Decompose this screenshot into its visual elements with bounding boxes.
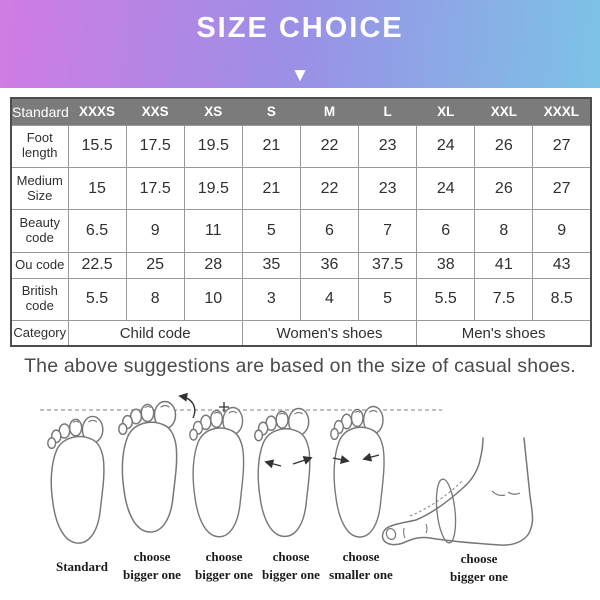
- foot-label: choose bigger one: [262, 549, 320, 582]
- column-header: XXL: [474, 98, 533, 125]
- table-row-medium-size: Medium Size 15 17.5 19.5 21 22 23 24 26 …: [10, 166, 592, 211]
- curved-arrow-icon: [178, 392, 196, 419]
- foot-label: Standard: [55, 559, 109, 574]
- category-group-cell: Child code: [67, 320, 243, 347]
- size-value-cell: 6.5: [67, 209, 127, 253]
- category-group-cell: Men's shoes: [416, 320, 592, 347]
- size-value-cell: 26: [474, 166, 534, 211]
- size-value-cell: 7: [358, 209, 418, 253]
- foot-long-toe: [118, 392, 196, 533]
- arrow-inward-right-icon: [362, 452, 380, 462]
- size-value-cell: 5.5: [67, 277, 127, 322]
- foot-label: choose bigger one: [123, 549, 181, 582]
- header-banner: SIZE CHOICE ▼: [0, 0, 600, 88]
- size-value-cell: 17.5: [125, 166, 185, 211]
- row-label: Medium Size: [10, 166, 69, 211]
- size-value-cell: 5.5: [416, 277, 476, 322]
- foot-narrow: [330, 405, 385, 538]
- table-row-foot-length: Foot length 15.5 17.5 19.5 21 22 23 24 2…: [10, 124, 592, 168]
- size-value-cell: 23: [358, 166, 418, 211]
- column-header: XXXL: [532, 98, 591, 125]
- arrow-left-icon: [264, 459, 282, 469]
- page-title: SIZE CHOICE: [196, 12, 404, 44]
- girth-measure-loop: [435, 478, 457, 544]
- size-value-cell: 37.5: [358, 251, 418, 279]
- size-value-cell: 25: [125, 251, 185, 279]
- size-value-cell: 36: [299, 251, 360, 279]
- size-value-cell: 8.5: [532, 277, 592, 322]
- plus-mark-icon: [219, 402, 229, 412]
- size-value-cell: 22.5: [67, 251, 127, 279]
- size-value-cell: 17.5: [125, 124, 185, 168]
- instep-dashed-line: [409, 480, 463, 517]
- column-header: L: [358, 98, 417, 125]
- size-value-cell: 6: [299, 209, 360, 253]
- size-value-cell: 41: [474, 251, 534, 279]
- size-value-cell: 5: [358, 277, 418, 322]
- row-label: Beauty code: [10, 209, 69, 253]
- table-row-british-code: British code 5.5 8 10 3 4 5 5.5 7.5 8.5: [10, 277, 592, 322]
- table-header-row: Standard XXXS XXS XS S M L XL XXL XXXL: [11, 98, 591, 125]
- size-value-cell: 21: [241, 124, 301, 168]
- size-value-cell: 9: [125, 209, 185, 253]
- size-value-cell: 10: [183, 277, 243, 322]
- size-table: Standard XXXS XXS XS S M L XL XXL XXXL F…: [10, 97, 592, 347]
- column-header: XXS: [126, 98, 185, 125]
- size-value-cell: 23: [358, 124, 418, 168]
- category-group-cell: Women's shoes: [241, 320, 418, 347]
- foot-side-view: [381, 437, 534, 546]
- foot-standard: [47, 415, 105, 544]
- size-value-cell: 15: [67, 166, 127, 211]
- size-value-cell: 7.5: [474, 277, 534, 322]
- size-value-cell: 21: [241, 166, 301, 211]
- feet-diagram: [40, 392, 534, 546]
- disclaimer-text: The above suggestions are based on the s…: [24, 355, 576, 377]
- size-value-cell: 8: [125, 277, 185, 322]
- column-header: XXXS: [68, 98, 127, 125]
- ankle-marks: [491, 490, 521, 497]
- table-row-ou-code: Ou code 22.5 25 28 35 36 37.5 38 41 43: [10, 251, 592, 279]
- size-value-cell: 27: [532, 166, 592, 211]
- foot-label: choose bigger one: [450, 551, 508, 584]
- foot-label: choose bigger one: [195, 549, 253, 582]
- row-label: Category: [10, 320, 69, 347]
- size-value-cell: 4: [299, 277, 360, 322]
- size-value-cell: 15.5: [67, 124, 127, 168]
- size-value-cell: 22: [299, 124, 360, 168]
- foot-label: choose smaller one: [329, 549, 393, 582]
- size-value-cell: 3: [241, 277, 301, 322]
- size-value-cell: 19.5: [183, 166, 243, 211]
- table-row-category: Category Child code Women's shoes Men's …: [10, 320, 592, 347]
- foot-toe-touch: [189, 402, 245, 538]
- row-label: British code: [10, 277, 69, 322]
- size-value-cell: 5: [241, 209, 301, 253]
- size-value-cell: 22: [299, 166, 360, 211]
- arrow-right-icon: [292, 455, 313, 465]
- size-value-cell: 43: [532, 251, 592, 279]
- row-label: Ou code: [10, 251, 69, 279]
- size-value-cell: 26: [474, 124, 534, 168]
- size-value-cell: 38: [416, 251, 476, 279]
- size-value-cell: 27: [532, 124, 592, 168]
- column-header: XL: [416, 98, 475, 125]
- size-value-cell: 35: [241, 251, 301, 279]
- size-value-cell: 24: [416, 124, 476, 168]
- size-value-cell: 24: [416, 166, 476, 211]
- size-value-cell: 11: [183, 209, 243, 253]
- table-row-beauty-code: Beauty code 6.5 9 11 5 6 7 6 8 9: [10, 209, 592, 253]
- foot-wide: [254, 407, 313, 538]
- row-label: Foot length: [10, 124, 69, 168]
- size-value-cell: 6: [416, 209, 476, 253]
- size-value-cell: 9: [532, 209, 592, 253]
- column-header: XS: [184, 98, 243, 125]
- size-value-cell: 8: [474, 209, 534, 253]
- arrow-down-icon: ▼: [290, 65, 310, 86]
- column-header-standard: Standard: [11, 98, 69, 125]
- size-value-cell: 19.5: [183, 124, 243, 168]
- column-header: M: [300, 98, 359, 125]
- size-value-cell: 28: [183, 251, 243, 279]
- column-header: S: [242, 98, 301, 125]
- arrow-inward-left-icon: [332, 455, 350, 465]
